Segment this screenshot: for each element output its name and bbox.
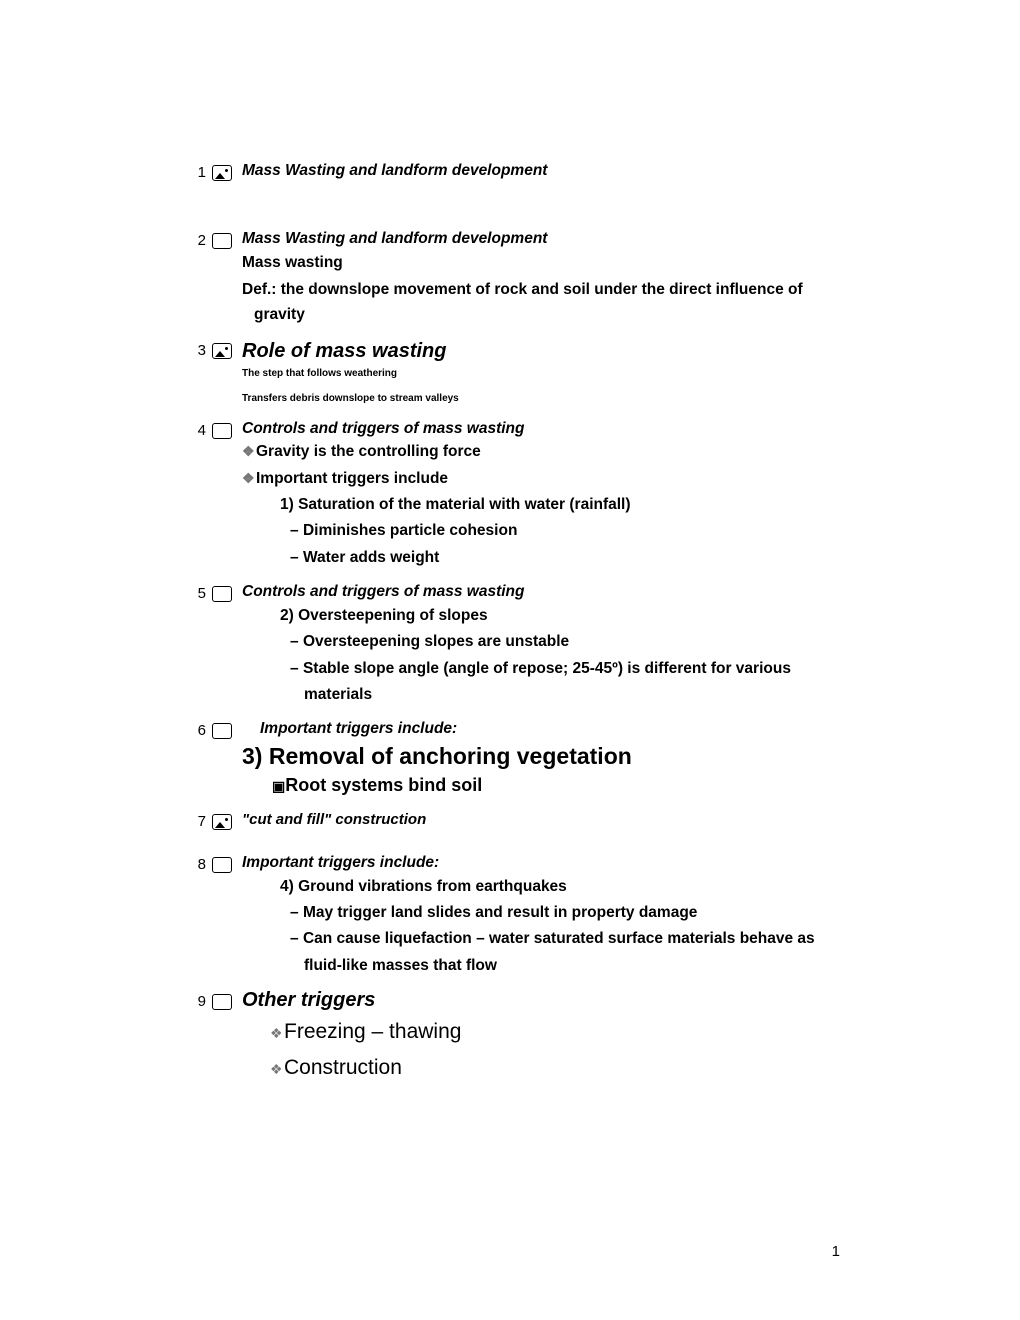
diamond-icon: ❖ [270,1059,284,1080]
entry-number: 5 [180,581,206,602]
outline-entry: 4 Controls and triggers of mass wasting … [180,418,850,571]
blank-icon [212,723,232,739]
entry-heading: Controls and triggers of mass wasting [242,418,850,440]
entry-heading: Important triggers include: [242,852,850,874]
entry-number: 4 [180,418,206,439]
entry-number: 1 [180,160,206,181]
entry-body: Mass Wasting and landform development [242,160,850,182]
entry-body: Controls and triggers of mass wasting ❖G… [242,418,850,571]
blank-icon [212,586,232,602]
dash-item: Oversteepening slopes are unstable [242,629,850,655]
dash-item: Water adds weight [242,545,850,571]
entry-body: "cut and fill" construction [242,809,850,830]
blank-icon [212,233,232,249]
entry-body: Role of mass wasting The step that follo… [242,338,850,408]
numbered-item: 2) Oversteepening of slopes [242,603,850,629]
image-icon [212,814,232,830]
image-icon [212,343,232,359]
entry-heading: Mass Wasting and landform development [242,228,850,250]
tiny-text: The step that follows weathering [242,364,850,383]
entry-heading: "cut and fill" construction [242,809,850,830]
subheading: Mass wasting [242,251,850,276]
entry-number: 9 [180,989,206,1010]
other-item: ❖Freezing – thawing [242,1016,850,1048]
entry-number: 7 [180,809,206,830]
blank-icon [212,857,232,873]
entry-number: 2 [180,228,206,249]
bullet-item: ❖Important triggers include [242,466,850,492]
outline-entry: 6 Important triggers include: 3) Removal… [180,718,850,799]
blank-icon [212,423,232,439]
diamond-icon: ❖ [242,440,256,464]
big-heading: 3) Removal of anchoring vegetation [242,740,850,772]
dash-item: Can cause liquefaction – water saturated… [242,926,850,979]
big-sub: ▣Root systems bind soil [242,772,850,799]
other-item: ❖Construction [242,1052,850,1084]
numbered-item: 1) Saturation of the material with water… [242,492,850,518]
entry-heading: Important triggers include: [242,718,850,740]
outline-entry: 2 Mass Wasting and landform development … [180,228,850,328]
role-heading: Role of mass wasting [242,338,850,364]
entry-body: Mass Wasting and landform development Ma… [242,228,850,328]
numbered-item: 4) Ground vibrations from earthquakes [242,874,850,900]
definition-text: Def.: the downslope movement of rock and… [242,278,850,328]
blank-icon [212,994,232,1010]
image-icon [212,165,232,181]
entry-body: Controls and triggers of mass wasting 2)… [242,581,850,708]
entry-number: 3 [180,338,206,359]
outline-entry: 1 Mass Wasting and landform development [180,160,850,182]
square-icon: ▣ [272,778,285,794]
outline-entry: 7 "cut and fill" construction [180,809,850,830]
entry-body: Important triggers include: 3) Removal o… [242,718,850,799]
dash-item: May trigger land slides and result in pr… [242,900,850,926]
tiny-text: Transfers debris downslope to stream val… [242,389,850,408]
page-number: 1 [832,1243,840,1260]
dash-item: Stable slope angle (angle of repose; 25-… [242,656,850,709]
entry-heading: Mass Wasting and landform development [242,160,850,182]
diamond-icon: ❖ [242,467,256,491]
other-heading: Other triggers [242,989,850,1012]
dash-item: Diminishes particle cohesion [242,518,850,544]
entry-heading: Controls and triggers of mass wasting [242,581,850,603]
outline-entry: 5 Controls and triggers of mass wasting … [180,581,850,708]
outline-entry: 9 Other triggers ❖Freezing – thawing ❖Co… [180,989,850,1083]
outline-entry: 8 Important triggers include: 4) Ground … [180,852,850,979]
outline-entry: 3 Role of mass wasting The step that fol… [180,338,850,408]
diamond-icon: ❖ [270,1023,284,1044]
entry-number: 8 [180,852,206,873]
entry-body: Important triggers include: 4) Ground vi… [242,852,850,979]
entry-number: 6 [180,718,206,739]
entry-body: Other triggers ❖Freezing – thawing ❖Cons… [242,989,850,1083]
bullet-item: ❖Gravity is the controlling force [242,439,850,465]
